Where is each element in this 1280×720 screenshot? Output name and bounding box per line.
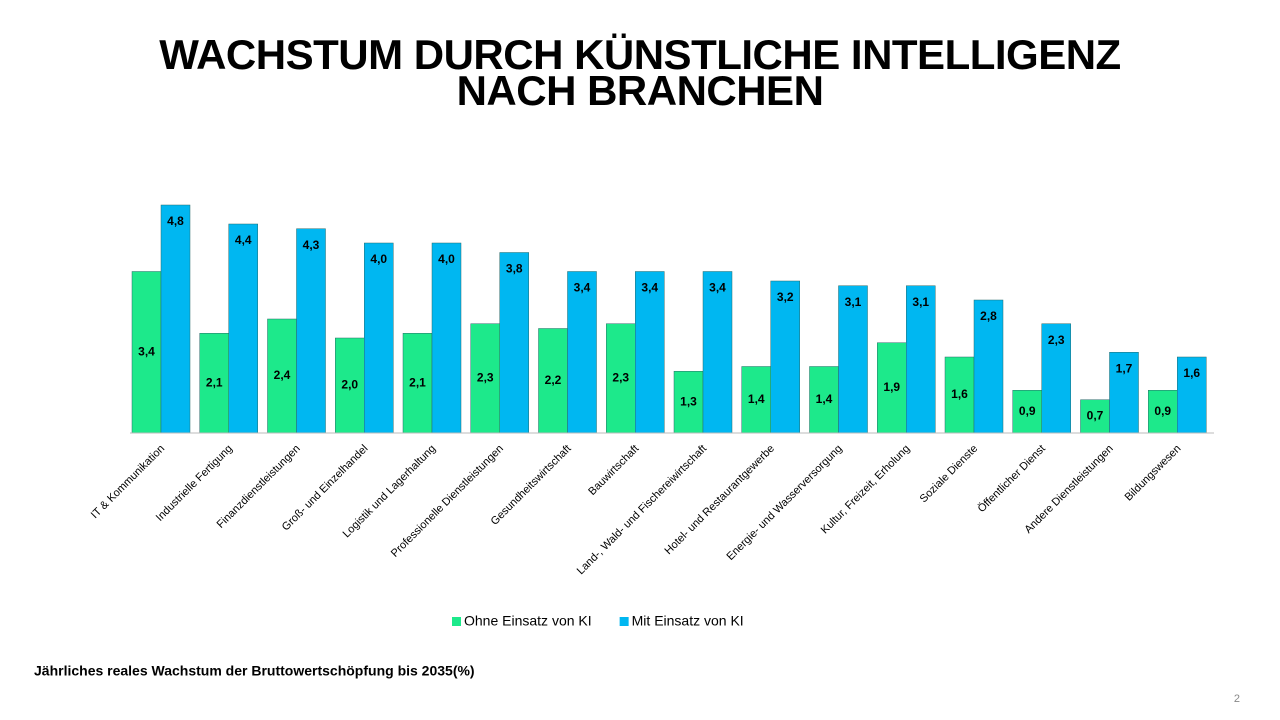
- value-label: 4,0: [370, 252, 387, 266]
- value-label: 3,4: [709, 281, 726, 295]
- legend-swatch: [619, 617, 629, 626]
- bar: [296, 228, 326, 434]
- value-label: 3,4: [574, 281, 591, 295]
- bar: [1148, 390, 1178, 434]
- value-label: 3,1: [912, 295, 929, 309]
- bar: [335, 337, 365, 434]
- value-label: 3,4: [138, 344, 155, 358]
- value-label: 1,7: [1116, 361, 1133, 375]
- chart-title: WACHSTUM DURCH KÜNSTLICHE INTELLIGENZ: [159, 31, 1120, 78]
- legend-swatch: [452, 617, 461, 626]
- x-tick-label: Bauwirtschaft: [586, 443, 641, 498]
- bar: [944, 356, 975, 434]
- bar: [1041, 323, 1071, 434]
- bar: [741, 366, 771, 434]
- value-label: 2,3: [612, 371, 629, 385]
- bar: [228, 223, 258, 434]
- x-tick-label: Energie- und Wasserversorgung: [725, 443, 845, 563]
- x-tick-label: Industrielle Fertigung: [154, 443, 235, 524]
- bar: [809, 366, 839, 434]
- value-label: 2,0: [341, 378, 358, 392]
- value-label: 2,2: [545, 373, 562, 387]
- page-number: 2: [1234, 693, 1240, 705]
- bar: [131, 271, 162, 434]
- bar: [770, 280, 800, 434]
- chart-title: NACH BRANCHEN: [457, 67, 824, 114]
- value-label: 3,2: [777, 290, 794, 304]
- bar: [1012, 390, 1042, 434]
- legend-label: Ohne Einsatz von KI: [464, 613, 592, 629]
- value-label: 2,1: [206, 375, 223, 389]
- x-tick-label: Hotel- und Restaurantgewerbe: [663, 443, 777, 557]
- value-label: 1,6: [951, 387, 968, 401]
- bar: [160, 204, 191, 434]
- value-label: 0,9: [1019, 404, 1036, 418]
- bar: [1177, 356, 1207, 434]
- bar: [973, 299, 1004, 434]
- footnote: Jährliches reales Wachstum der Bruttower…: [34, 663, 475, 679]
- bar: [499, 252, 529, 434]
- value-label: 1,6: [1183, 366, 1200, 380]
- x-tick-label: Bildungswesen: [1123, 443, 1184, 504]
- value-label: 4,3: [303, 238, 320, 252]
- value-label: 1,9: [883, 380, 900, 394]
- value-label: 1,3: [680, 394, 697, 408]
- bar: [1109, 352, 1139, 434]
- bar: [635, 271, 665, 434]
- bar: [538, 328, 568, 434]
- value-label: 4,0: [438, 252, 455, 266]
- value-label: 2,3: [477, 371, 494, 385]
- value-label: 2,8: [980, 309, 997, 323]
- value-label: 0,7: [1087, 409, 1104, 423]
- bar: [199, 333, 229, 434]
- bar: [364, 242, 394, 434]
- value-label: 1,4: [748, 392, 765, 406]
- value-label: 3,1: [845, 295, 862, 309]
- value-label: 3,4: [641, 281, 658, 295]
- bar: [267, 318, 297, 434]
- bar: [606, 323, 636, 434]
- value-label: 2,4: [274, 368, 291, 382]
- value-label: 1,4: [816, 392, 833, 406]
- bar: [431, 242, 462, 434]
- x-tick-label: Öffentlicher Dienst: [976, 443, 1048, 515]
- x-tick-label: Land-, Wald- und Fischereiwirtschaft: [575, 443, 709, 577]
- value-label: 2,1: [409, 375, 426, 389]
- bar: [838, 285, 868, 434]
- bar: [567, 271, 597, 434]
- bar: [877, 342, 907, 434]
- value-label: 3,8: [506, 262, 523, 276]
- value-label: 4,8: [167, 214, 184, 228]
- x-tick-label: Professionelle Dienstleistungen: [389, 443, 506, 560]
- legend-label: Mit Einsatz von KI: [632, 613, 744, 629]
- x-tick-label: IT & Kommunikation: [89, 443, 167, 521]
- value-label: 0,9: [1154, 404, 1171, 418]
- bar: [702, 271, 733, 434]
- bar: [673, 371, 704, 434]
- x-tick-label: Soziale Dienste: [918, 443, 981, 506]
- value-label: 4,4: [235, 233, 252, 247]
- value-label: 2,3: [1048, 333, 1065, 347]
- bar: [906, 285, 936, 434]
